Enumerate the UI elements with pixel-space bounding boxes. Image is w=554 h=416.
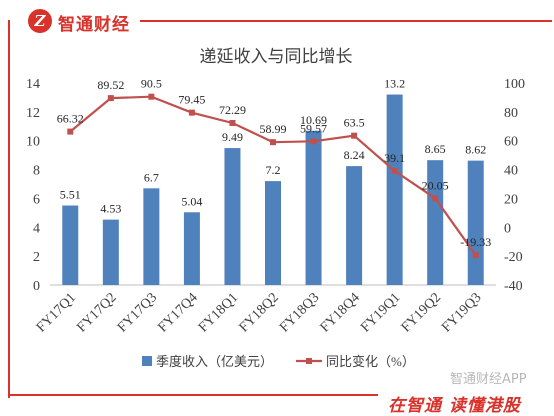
right-tick-label: 100 bbox=[504, 77, 525, 92]
right-tick-label: 60 bbox=[504, 135, 518, 150]
bar bbox=[346, 166, 363, 285]
line-value-label: 66.32 bbox=[57, 112, 84, 126]
bar-value-label: 9.49 bbox=[222, 130, 243, 144]
bar-value-label: 10.69 bbox=[300, 113, 327, 127]
right-tick-label: -40 bbox=[504, 279, 523, 294]
line-value-label: -19.33 bbox=[460, 235, 491, 249]
right-tick-label: 20 bbox=[504, 192, 518, 207]
bar bbox=[386, 94, 403, 286]
right-tick-label: 0 bbox=[504, 221, 511, 236]
brand-name: 智通财经 bbox=[58, 15, 130, 35]
bar-value-label: 8.65 bbox=[425, 142, 446, 156]
bar bbox=[62, 205, 79, 285]
legend-line-marker bbox=[306, 358, 312, 364]
right-tick-label: -20 bbox=[504, 250, 523, 265]
footer-rule bbox=[8, 394, 378, 396]
legend-bar-label: 季度收入（亿美元） bbox=[156, 354, 273, 369]
bar-value-label: 6.7 bbox=[144, 170, 159, 184]
header-rule bbox=[140, 20, 552, 22]
left-tick-label: 6 bbox=[33, 192, 40, 207]
line-point bbox=[351, 132, 358, 139]
left-tick-label: 8 bbox=[33, 164, 40, 179]
data-labels: 5.51 4.53 6.7 5.04 9.49 7.2 10.69 8.24 13.2 8.65 8… bbox=[57, 77, 491, 250]
bar-value-label: 4.53 bbox=[100, 202, 121, 216]
x-tick-label: FY19Q1 bbox=[358, 290, 403, 335]
line-point bbox=[391, 167, 398, 174]
bar-value-label: 8.62 bbox=[465, 143, 486, 157]
line-point bbox=[310, 138, 317, 145]
legend-line-label: 同比变化（%） bbox=[326, 354, 415, 369]
bar bbox=[143, 188, 160, 285]
left-tick-label: 12 bbox=[26, 106, 40, 121]
footer-slogan: 在智通 读懂港股 bbox=[388, 396, 521, 416]
x-tick-label: FY18Q1 bbox=[196, 290, 241, 335]
bar bbox=[183, 212, 200, 285]
x-tick-label: FY18Q2 bbox=[237, 290, 282, 335]
legend: 季度收入（亿美元） 同比变化（%） bbox=[142, 354, 415, 369]
line-point bbox=[148, 93, 155, 100]
line-value-label: 90.5 bbox=[141, 77, 162, 91]
left-tick-label: 0 bbox=[33, 279, 40, 294]
bar bbox=[102, 219, 119, 285]
x-tick-label: FY18Q4 bbox=[318, 290, 363, 335]
line-value-label: 20.05 bbox=[422, 178, 449, 192]
line-point bbox=[107, 95, 114, 102]
bar bbox=[467, 160, 484, 285]
right-tick-label: 40 bbox=[504, 164, 518, 179]
bar-value-label: 8.24 bbox=[344, 148, 365, 162]
left-tick-label: 2 bbox=[33, 250, 40, 265]
brand-logo-icon: Z bbox=[28, 9, 52, 33]
line-value-label: 79.45 bbox=[178, 93, 205, 107]
page-frame: Z 智通财经 在智通 读懂港股 智通财经APP bbox=[4, 4, 552, 416]
line-point bbox=[67, 128, 74, 135]
line-value-label: 89.52 bbox=[97, 78, 124, 92]
left-tick-label: 4 bbox=[33, 221, 40, 236]
line-value-label: 58.99 bbox=[260, 122, 287, 136]
x-tick-label: FY17Q1 bbox=[34, 290, 79, 335]
x-tick-label: FY17Q4 bbox=[155, 290, 200, 335]
left-rule bbox=[8, 20, 10, 398]
bar-value-label: 7.2 bbox=[266, 163, 281, 177]
line-value-label: 63.5 bbox=[344, 116, 365, 130]
chart-title: 递延收入与同比增长 bbox=[200, 47, 353, 66]
x-tick-label: FY18Q3 bbox=[277, 290, 322, 335]
watermark-text: 智通财经APP bbox=[450, 372, 527, 387]
x-tick-label: FY19Q3 bbox=[439, 290, 484, 335]
left-tick-label: 14 bbox=[26, 77, 40, 92]
line-point bbox=[472, 252, 479, 259]
bar-value-label: 5.51 bbox=[60, 187, 81, 201]
bar bbox=[265, 181, 281, 285]
x-tick-label: FY19Q2 bbox=[399, 290, 444, 335]
bar-series bbox=[62, 94, 484, 286]
legend-bar-swatch bbox=[142, 356, 152, 366]
line-value-label: 59.57 bbox=[300, 121, 327, 135]
bar-value-label: 13.2 bbox=[384, 77, 405, 91]
bar bbox=[224, 148, 241, 285]
bar bbox=[427, 160, 444, 285]
line-point bbox=[229, 119, 236, 126]
right-tick-label: 80 bbox=[504, 106, 518, 121]
line-value-label: 72.29 bbox=[219, 103, 246, 117]
left-tick-label: 10 bbox=[26, 135, 40, 150]
x-tick-label: FY17Q2 bbox=[74, 290, 119, 335]
line-point bbox=[188, 109, 195, 116]
line-point bbox=[270, 139, 276, 146]
bar-value-label: 5.04 bbox=[181, 194, 202, 208]
line-point bbox=[432, 195, 439, 202]
bar bbox=[305, 130, 322, 285]
line-value-label: 39.1 bbox=[384, 151, 405, 165]
line-series bbox=[67, 93, 479, 259]
x-tick-label: FY17Q3 bbox=[115, 290, 160, 335]
